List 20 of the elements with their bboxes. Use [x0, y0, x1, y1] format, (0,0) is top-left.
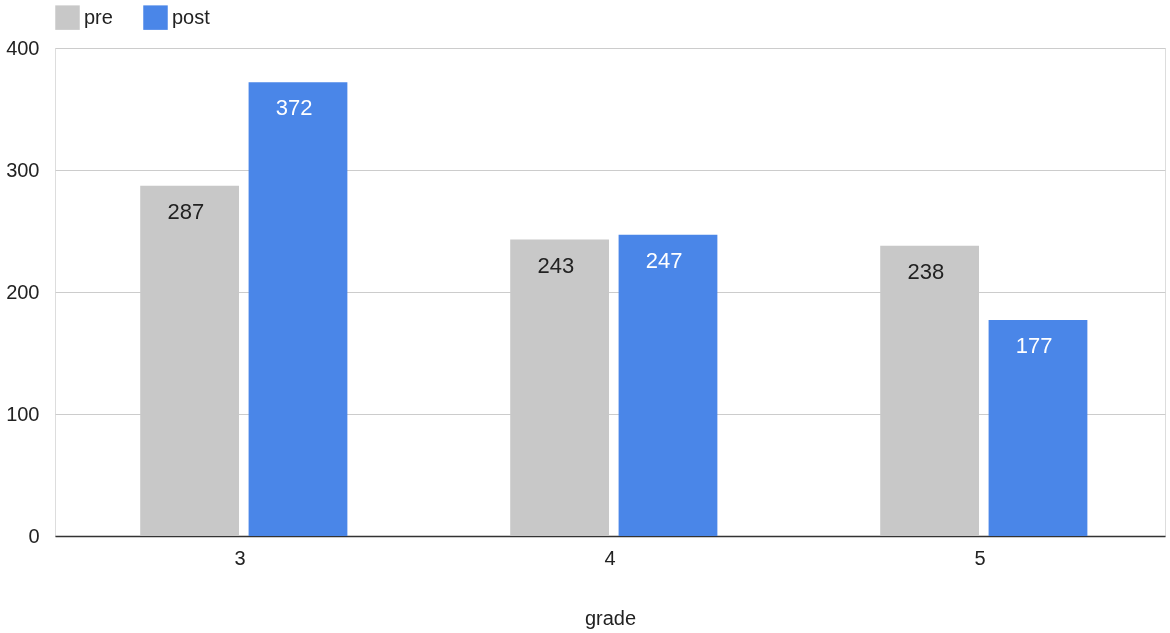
data-label: 372: [275, 95, 313, 121]
data-label: 247: [645, 247, 683, 273]
bar: [618, 234, 718, 536]
bar: [248, 82, 348, 536]
data-label: 243: [537, 252, 575, 278]
x-tick-label: 5: [974, 546, 986, 569]
data-label: 238: [907, 258, 945, 284]
y-tick-label: 0: [28, 524, 40, 547]
legend-label: post: [172, 5, 211, 28]
data-label: 177: [1015, 333, 1053, 359]
y-tick-label: 400: [6, 36, 40, 59]
y-tick-label: 200: [6, 280, 40, 303]
bar: [988, 320, 1088, 536]
x-tick-label: 3: [234, 546, 246, 569]
y-tick-label: 300: [6, 158, 40, 181]
data-label: 287: [167, 198, 205, 224]
y-tick-label: 100: [6, 402, 40, 425]
legend-label: pre: [84, 5, 113, 28]
x-tick-label: 4: [604, 546, 616, 569]
x-axis-title: grade: [584, 606, 637, 629]
